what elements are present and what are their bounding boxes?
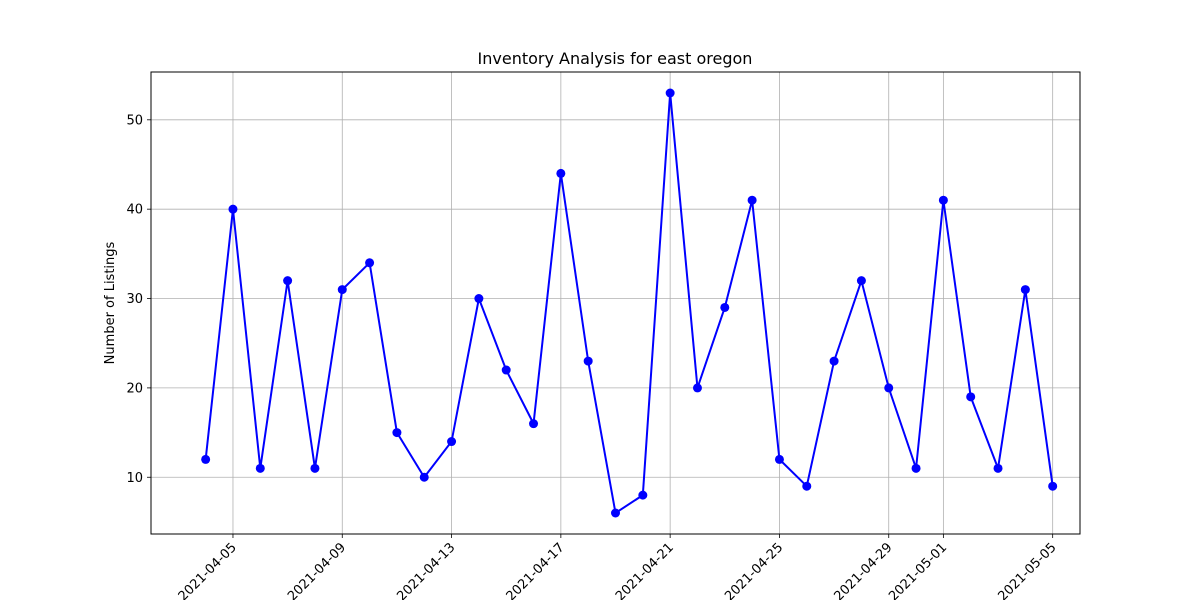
data-point xyxy=(365,258,375,268)
y-axis-label: Number of Listings xyxy=(103,241,118,364)
data-point xyxy=(966,392,976,402)
data-point xyxy=(201,454,211,464)
data-point xyxy=(583,356,593,366)
chart-title: Inventory Analysis for east oregon xyxy=(478,49,753,68)
data-point xyxy=(556,168,566,178)
data-point xyxy=(829,356,839,366)
data-point xyxy=(938,195,948,205)
x-tick-label: 2021-04-09 xyxy=(285,540,349,600)
y-tick-label: 10 xyxy=(126,471,143,486)
data-point xyxy=(474,294,484,304)
data-point xyxy=(774,454,784,464)
axes: 2021-04-05 2021-04-09 2021-04-13 2021-04-17… xyxy=(126,113,1059,600)
data-point xyxy=(1020,285,1030,295)
data-point xyxy=(638,490,648,500)
x-tick-label: 2021-05-01 xyxy=(886,540,950,600)
x-tick-label: 2021-04-21 xyxy=(613,540,677,600)
data-point xyxy=(310,463,320,473)
data-point xyxy=(228,204,238,214)
data-point xyxy=(447,437,457,447)
x-tick-label: 2021-04-29 xyxy=(832,540,896,600)
data-point xyxy=(337,285,347,295)
data-point xyxy=(747,195,757,205)
x-tick-label: 2021-04-25 xyxy=(722,540,786,600)
data-point xyxy=(802,481,812,491)
y-tick-label: 40 xyxy=(126,203,143,218)
data-point xyxy=(419,472,429,482)
plot-area-frame xyxy=(150,71,1081,535)
data-points xyxy=(201,88,1058,518)
y-tick-label: 30 xyxy=(126,292,143,307)
data-point xyxy=(392,428,402,438)
x-tick-label: 2021-04-05 xyxy=(176,540,240,600)
x-tick-label: 2021-04-17 xyxy=(504,540,568,600)
data-point xyxy=(692,383,702,393)
grid xyxy=(151,72,1080,534)
y-tick-label: 50 xyxy=(126,113,143,128)
x-tick-label: 2021-04-13 xyxy=(394,540,458,600)
data-point xyxy=(255,463,265,473)
data-point xyxy=(720,302,730,312)
series-line xyxy=(204,92,1054,515)
data-point xyxy=(501,365,511,375)
data-point xyxy=(529,419,539,429)
y-tick-label: 20 xyxy=(126,381,143,396)
x-tick-label: 2021-05-05 xyxy=(995,540,1059,600)
data-point xyxy=(283,276,293,286)
data-point xyxy=(993,463,1003,473)
data-point xyxy=(884,383,894,393)
data-point xyxy=(1048,481,1058,491)
data-point xyxy=(665,88,675,98)
data-point xyxy=(856,276,866,286)
data-point xyxy=(911,463,921,473)
data-point xyxy=(611,508,620,518)
